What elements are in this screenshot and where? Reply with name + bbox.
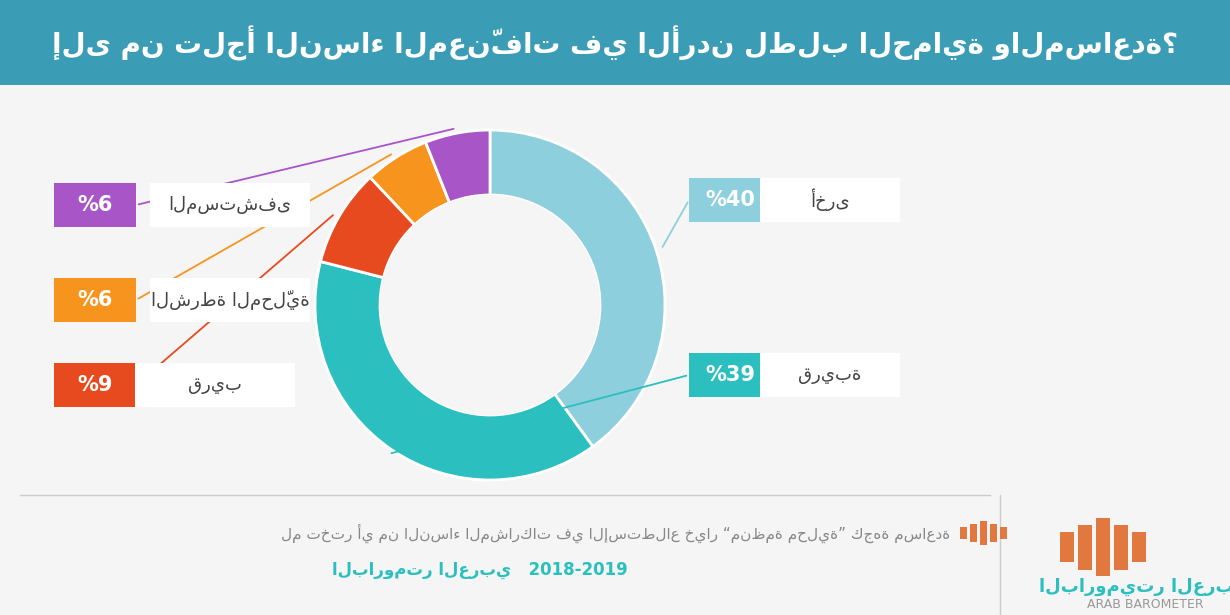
Text: %40: %40	[705, 190, 755, 210]
Text: قريب: قريب	[188, 376, 242, 394]
Text: لم تختر أي من النساء المشاركات في الإستطلاع خيار “منظمة محلية” كجهة مساعدة: لم تختر أي من النساء المشاركات في الإستط…	[280, 523, 950, 542]
Text: قريبة: قريبة	[798, 366, 862, 384]
FancyBboxPatch shape	[689, 353, 771, 397]
Text: الباروميتر العربي: الباروميتر العربي	[1039, 578, 1230, 596]
FancyBboxPatch shape	[150, 278, 310, 322]
Text: أخرى: أخرى	[811, 189, 850, 212]
Text: الشرطة المحلّية: الشرطة المحلّية	[150, 290, 310, 310]
Bar	[980, 521, 986, 545]
Text: %6: %6	[77, 195, 113, 215]
Text: %39: %39	[705, 365, 755, 385]
Wedge shape	[490, 130, 665, 446]
Bar	[970, 524, 977, 542]
Bar	[1000, 527, 1007, 539]
Bar	[1060, 532, 1074, 562]
FancyBboxPatch shape	[689, 178, 771, 222]
FancyBboxPatch shape	[760, 353, 900, 397]
FancyBboxPatch shape	[135, 363, 295, 407]
Bar	[1132, 532, 1146, 562]
Bar	[959, 527, 967, 539]
Text: المستشفى: المستشفى	[169, 196, 292, 214]
Bar	[990, 524, 998, 542]
Wedge shape	[315, 261, 593, 480]
FancyBboxPatch shape	[150, 183, 310, 227]
Wedge shape	[370, 142, 449, 225]
FancyBboxPatch shape	[54, 183, 137, 227]
FancyBboxPatch shape	[54, 363, 137, 407]
FancyBboxPatch shape	[760, 178, 900, 222]
Bar	[1077, 525, 1092, 569]
Text: %9: %9	[77, 375, 113, 395]
FancyBboxPatch shape	[54, 278, 137, 322]
Bar	[1114, 525, 1128, 569]
Bar	[1096, 518, 1109, 576]
Bar	[0, 0, 1230, 85]
Wedge shape	[426, 130, 490, 203]
Text: ARAB BAROMETER: ARAB BAROMETER	[1086, 598, 1203, 611]
Text: البارومتر العربي   2018-2019: البارومتر العربي 2018-2019	[332, 561, 627, 579]
Text: إلى من تلجأ النساء المعنّفات في الأردن لطلب الحماية والمساعدة؟: إلى من تلجأ النساء المعنّفات في الأردن ل…	[52, 25, 1178, 61]
Wedge shape	[321, 178, 415, 277]
Text: %6: %6	[77, 290, 113, 310]
Circle shape	[380, 195, 600, 415]
